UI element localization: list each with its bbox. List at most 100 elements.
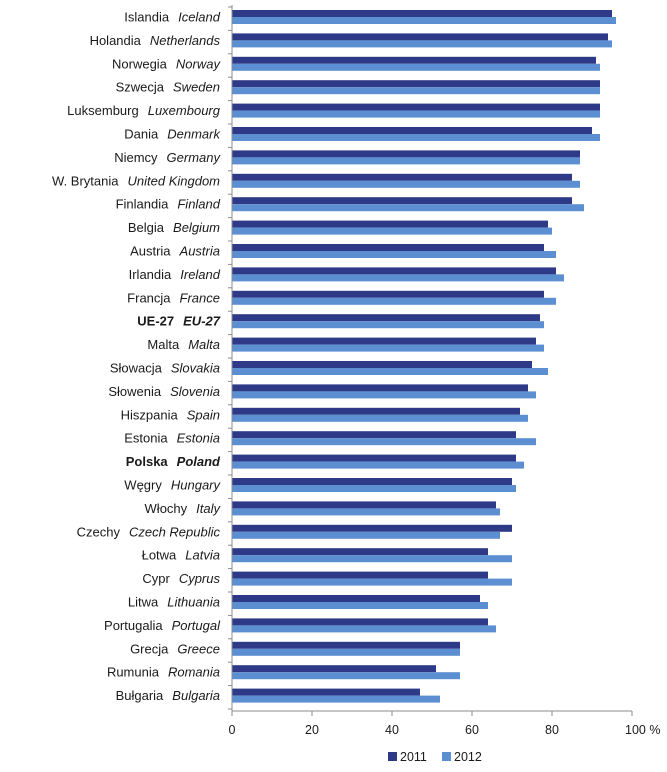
bar-2011 bbox=[232, 688, 420, 696]
category-label: Słowenia Slovenia bbox=[108, 384, 220, 399]
x-tick-label: 0 bbox=[229, 723, 236, 737]
category-label-pl: Luksemburg bbox=[67, 103, 139, 118]
category-label-pl: Słowenia bbox=[108, 384, 162, 399]
bars bbox=[232, 10, 616, 703]
category-label-en: France bbox=[180, 290, 220, 305]
category-label-en: Slovakia bbox=[171, 361, 220, 376]
bar-2012 bbox=[232, 414, 528, 422]
legend-swatch-2011 bbox=[388, 752, 397, 761]
category-label-pl: Islandia bbox=[124, 10, 170, 25]
category-label-pl: Belgia bbox=[128, 220, 165, 235]
category-label-en: Bulgaria bbox=[172, 688, 220, 703]
bar-2011 bbox=[232, 618, 488, 626]
bar-2011 bbox=[232, 548, 488, 556]
category-label-en: Iceland bbox=[178, 10, 221, 25]
category-label-pl: Łotwa bbox=[142, 548, 177, 563]
category-label-en: Lithuania bbox=[167, 595, 220, 610]
x-tick-label: 100 % bbox=[625, 723, 660, 737]
category-label: Litwa Lithuania bbox=[128, 595, 220, 610]
category-label: Dania Denmark bbox=[124, 127, 221, 142]
bar-2011 bbox=[232, 501, 496, 509]
bar-2011 bbox=[232, 173, 572, 181]
bar-2012 bbox=[232, 63, 600, 71]
category-label: Bułgaria Bulgaria bbox=[116, 688, 220, 703]
category-label: Węgry Hungary bbox=[124, 478, 221, 493]
bar-2012 bbox=[232, 578, 512, 586]
category-label: Niemcy Germany bbox=[114, 150, 221, 165]
bar-2012 bbox=[232, 391, 536, 399]
bar-2011 bbox=[232, 431, 516, 439]
category-label-en: Finland bbox=[177, 197, 220, 212]
bar-2012 bbox=[232, 368, 548, 375]
category-label-pl: Austria bbox=[130, 244, 171, 259]
category-label-en: Spain bbox=[187, 407, 220, 422]
category-label: Finlandia Finland bbox=[116, 197, 221, 212]
bar-2011 bbox=[232, 524, 512, 532]
bar-2012 bbox=[232, 602, 488, 609]
bar-2011 bbox=[232, 314, 540, 322]
category-label: Grecja Greece bbox=[130, 641, 220, 656]
bar-2012 bbox=[232, 17, 616, 24]
bar-2012 bbox=[232, 485, 516, 492]
category-label: Belgia Belgium bbox=[128, 220, 220, 235]
category-label-en: Netherlands bbox=[150, 33, 221, 48]
x-tick-label: 20 bbox=[305, 723, 319, 737]
category-label: W. Brytania United Kingdom bbox=[52, 173, 220, 188]
bar-2011 bbox=[232, 127, 592, 134]
category-label: Włochy Italy bbox=[145, 501, 222, 516]
category-label-pl: Hiszpania bbox=[121, 407, 179, 422]
x-axis: 0 20 40 60 80 100 % bbox=[228, 5, 660, 737]
category-label-en: Italy bbox=[196, 501, 221, 516]
bar-2012 bbox=[232, 180, 580, 188]
bar-2011 bbox=[232, 56, 596, 64]
category-label-en: United Kingdom bbox=[128, 173, 221, 188]
bar-2011 bbox=[232, 103, 600, 111]
category-label-pl: Cypr bbox=[142, 571, 170, 586]
legend-label-2012: 2012 bbox=[454, 750, 482, 764]
category-label-pl: Portugalia bbox=[104, 618, 163, 633]
category-label-en: Austria bbox=[179, 244, 220, 259]
bar-2012 bbox=[232, 344, 544, 352]
bar-2011 bbox=[232, 197, 572, 205]
category-label: Norwegia Norway bbox=[112, 56, 221, 71]
bar-2011 bbox=[232, 33, 608, 41]
bar-2011 bbox=[232, 80, 600, 88]
bar-2012 bbox=[232, 438, 536, 446]
category-label-en: Estonia bbox=[177, 431, 220, 446]
bar-2012 bbox=[232, 555, 512, 563]
category-label-pl: Grecja bbox=[130, 641, 169, 656]
bar-2011 bbox=[232, 641, 460, 649]
category-label-en: Poland bbox=[177, 454, 221, 469]
category-label-en: Belgium bbox=[173, 220, 220, 235]
bar-2011 bbox=[232, 10, 612, 17]
category-label-en: Sweden bbox=[173, 80, 220, 95]
category-labels: Islandia Iceland Holandia Netherlands Norweg… bbox=[52, 10, 221, 704]
category-label-pl: Estonia bbox=[124, 431, 168, 446]
bar-2012 bbox=[232, 274, 564, 282]
category-label-pl: Malta bbox=[147, 337, 180, 352]
category-label: Malta Malta bbox=[147, 337, 220, 352]
bar-2012 bbox=[232, 321, 544, 329]
category-label-pl: Finlandia bbox=[116, 197, 170, 212]
bar-2012 bbox=[232, 251, 556, 258]
category-label-en: Germany bbox=[167, 150, 222, 165]
category-label: Czechy Czech Republic bbox=[77, 524, 221, 539]
bar-2012 bbox=[232, 87, 600, 95]
bar-2011 bbox=[232, 571, 488, 579]
bar-2012 bbox=[232, 297, 556, 305]
bar-2012 bbox=[232, 672, 460, 680]
bar-2012 bbox=[232, 157, 580, 165]
x-tick-label: 80 bbox=[545, 723, 559, 737]
category-label-pl: UE-27 bbox=[137, 314, 174, 329]
category-label: Portugalia Portugal bbox=[104, 618, 221, 633]
bar-2011 bbox=[232, 595, 480, 602]
bar-2011 bbox=[232, 244, 544, 251]
category-label: Szwecja Sweden bbox=[116, 80, 220, 95]
category-label-pl: W. Brytania bbox=[52, 173, 119, 188]
bar-2011 bbox=[232, 220, 548, 228]
category-label-en: Hungary bbox=[171, 478, 222, 493]
category-label: Łotwa Latvia bbox=[142, 548, 220, 563]
bar-2012 bbox=[232, 625, 496, 633]
category-label-en: Portugal bbox=[172, 618, 222, 633]
bar-2011 bbox=[232, 290, 544, 298]
